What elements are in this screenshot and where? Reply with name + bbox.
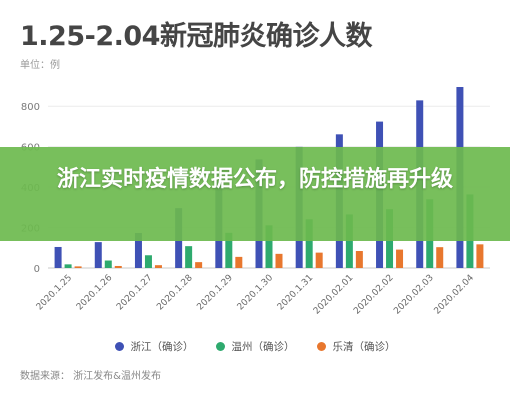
- bar-series-1-2020.1.27: [144, 255, 152, 268]
- bar-series-0-2020.1.25: [54, 246, 62, 268]
- x-tick-label: 2020.1.31: [276, 273, 315, 312]
- x-tick-label: 2020.02.04: [433, 273, 477, 317]
- bar-series-2-2020.1.27: [154, 265, 162, 268]
- bar-series-2-2020.1.31: [315, 252, 323, 268]
- x-tick-label: 2020.1.26: [75, 273, 115, 313]
- legend-label-wenzhou: 温州（确诊）: [231, 341, 295, 353]
- legend-swatch-zhejiang: [114, 342, 124, 351]
- y-tick-label: 800: [21, 102, 40, 113]
- x-tick-label: 2020.02.02: [352, 273, 396, 317]
- bar-series-2-2020.1.28: [195, 262, 203, 268]
- legend-swatch-yueqing: [316, 342, 326, 351]
- bar-series-1-2020.1.26: [104, 260, 112, 268]
- legend-item-wenzhou: 温州（确诊）: [215, 339, 295, 354]
- headline-banner: [0, 147, 510, 241]
- bar-series-1-2020.1.25: [64, 264, 72, 268]
- bar-series-2-2020.1.26: [114, 265, 122, 268]
- bar-series-1-2020.1.31: [305, 219, 313, 268]
- headline-text: 浙江实时疫情数据公布，防控措施再升级: [56, 167, 453, 192]
- x-tick-label: 2020.1.25: [35, 273, 74, 312]
- bar-series-0-2020.1.27: [134, 233, 142, 268]
- legend-item-yueqing: 乐清（确诊）: [316, 339, 396, 354]
- x-tick-label: 2020.1.28: [155, 273, 195, 313]
- x-tick-label: 2020.02.03: [392, 273, 436, 317]
- x-tick-label: 2020.1.29: [195, 273, 235, 313]
- chart-legend: 浙江（确诊） 温州（确诊） 乐清（确诊）: [0, 339, 510, 354]
- bar-series-2-2020.02.03: [436, 247, 444, 268]
- legend-item-zhejiang: 浙江（确诊）: [114, 339, 194, 354]
- legend-label-yueqing: 乐清（确诊）: [332, 341, 396, 353]
- y-tick-label: 0: [34, 264, 40, 275]
- x-tick-label: 2020.1.27: [115, 273, 154, 312]
- chart-title: 1.25-2.04新冠肺炎确诊人数: [20, 21, 372, 52]
- bar-series-1-2020.1.28: [185, 246, 193, 268]
- bar-series-2-2020.1.29: [235, 256, 243, 268]
- x-tick-label: 2020.02.01: [312, 273, 356, 317]
- bar-series-2-2020.1.30: [275, 253, 283, 268]
- bar-series-2-2020.02.04: [476, 244, 484, 268]
- unit-label: 单位：例: [20, 60, 60, 71]
- bar-series-1-2020.1.30: [265, 225, 273, 268]
- x-tick-label: 2020.1.30: [236, 273, 276, 313]
- bar-series-2-2020.02.02: [396, 249, 404, 268]
- bar-series-2-2020.02.01: [355, 251, 363, 268]
- bar-series-1-2020.02.01: [345, 214, 353, 268]
- bar-series-1-2020.1.29: [225, 232, 233, 268]
- data-source: 数据来源： 浙江发布&温州发布: [20, 371, 161, 382]
- bar-series-0-2020.1.26: [94, 242, 102, 268]
- legend-label-zhejiang: 浙江（确诊）: [130, 341, 194, 353]
- legend-swatch-wenzhou: [215, 342, 225, 351]
- bar-series-2-2020.1.25: [74, 266, 82, 268]
